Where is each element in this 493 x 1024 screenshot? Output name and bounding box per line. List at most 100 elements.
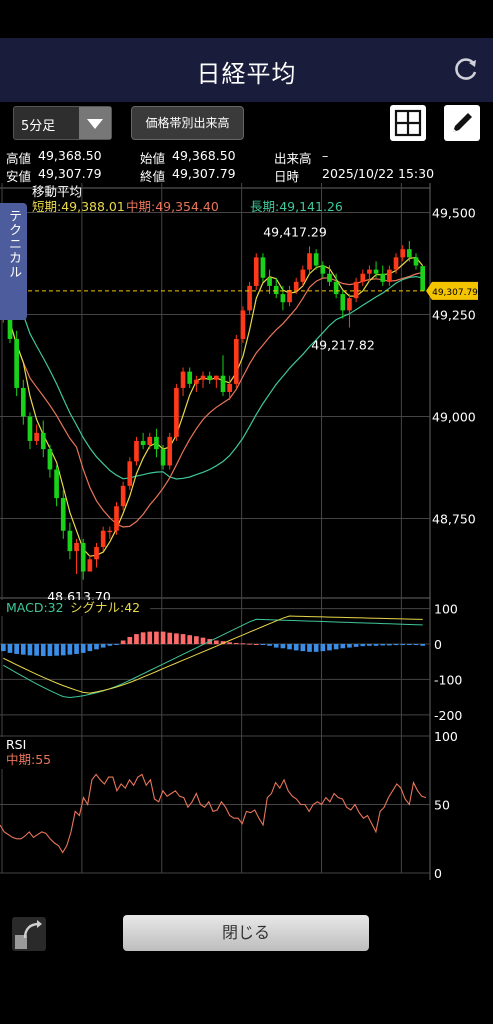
macd-tick-label: -200: [434, 708, 462, 723]
low-label: 安値: [6, 169, 32, 184]
candle-body: [353, 281, 359, 299]
candle-body: [260, 257, 266, 278]
candle-body: [140, 440, 146, 446]
candle-body: [413, 257, 419, 266]
interval-select[interactable]: 5分足: [13, 106, 112, 140]
candle-body: [400, 249, 406, 258]
candle-body: [333, 281, 339, 295]
candle-body: [40, 432, 46, 450]
candle-body: [14, 338, 19, 388]
macd-histogram-bar: [353, 644, 359, 647]
rsi-tick-label: 0: [434, 866, 442, 880]
candle-body: [300, 269, 306, 282]
high-annotation: 49,417.29: [263, 224, 327, 239]
long-ma-line: [2, 249, 423, 480]
macd-histogram-bar: [47, 644, 53, 657]
macd-tick-label: -100: [434, 672, 462, 687]
candle-body: [60, 498, 66, 531]
candle-body: [327, 273, 332, 282]
candle-body: [313, 253, 319, 266]
candle-body: [34, 432, 39, 441]
candle-body: [187, 371, 193, 384]
datetime-label: 日時: [274, 169, 300, 184]
close-value: 49,307.79: [172, 166, 236, 181]
technical-tab[interactable]: テクニカル: [0, 203, 27, 320]
open-value: 49,368.50: [172, 148, 236, 163]
rsi-legend-bg: [0, 737, 58, 769]
close-button[interactable]: 閉じる: [123, 915, 369, 951]
candle-body: [100, 530, 106, 548]
open-label: 始値: [140, 151, 166, 166]
macd-histogram-bar: [127, 636, 133, 645]
macd-histogram-bar: [7, 644, 13, 653]
candle-body: [94, 547, 99, 560]
price-tick-label: 48,750: [432, 511, 476, 526]
rsi-tick-label: 50: [434, 798, 450, 813]
macd-histogram-bar: [20, 644, 26, 655]
page-title: 日経平均: [196, 60, 297, 88]
ma-legend-title: 移動平均: [32, 184, 82, 199]
macd-histogram-bar: [340, 644, 346, 649]
volume-label: 出来高: [274, 151, 312, 166]
candle-body: [120, 485, 126, 507]
macd-histogram-bar: [247, 643, 252, 645]
candle-body: [367, 269, 372, 274]
price-band-volume-button[interactable]: 価格帯別出来高: [131, 106, 244, 140]
rsi-legend-mid: 中期:55: [6, 752, 51, 767]
candle-body: [160, 449, 166, 466]
price-tick-label: 49,250: [432, 307, 476, 322]
layout-grid-button[interactable]: [390, 105, 426, 141]
high-value: 49,368.50: [38, 148, 102, 163]
candle-body: [207, 375, 213, 380]
time-tick-label: 14:00: [303, 879, 339, 880]
candle-body: [220, 375, 226, 392]
macd-histogram-bar: [347, 644, 352, 648]
candle-body: [167, 436, 173, 466]
candle-body: [407, 249, 412, 258]
ma-legend-mid: 中期:49,354.40: [126, 199, 219, 214]
candle-body: [320, 265, 326, 274]
macd-histogram-bar: [420, 644, 426, 646]
ma-legend-long: 長期:49,141.26: [250, 199, 343, 214]
macd-histogram-bar: [307, 644, 312, 652]
draw-button[interactable]: [444, 105, 480, 141]
macd-histogram-bar: [327, 644, 332, 651]
macd-histogram-bar: [54, 644, 59, 656]
macd-legend-bg: [0, 600, 150, 616]
rotate-back-icon[interactable]: [11, 916, 47, 952]
refresh-icon[interactable]: [453, 56, 479, 82]
macd-histogram-bar: [240, 643, 246, 645]
price-chart[interactable]: 48,750 49,000 49,250 49,500 9:00 10:00 11:00 13…: [0, 183, 493, 880]
rsi-tick-label: 100: [434, 729, 458, 744]
current-price-tag: [426, 281, 478, 300]
current-price-label: 49,307.79: [432, 288, 478, 298]
grid-icon: [394, 109, 422, 137]
macd-histogram-bar: [380, 644, 386, 646]
macd-histogram-bar: [120, 640, 126, 645]
candle-body: [273, 285, 279, 295]
signal-line: [3, 615, 423, 694]
macd-histogram-bar: [27, 644, 33, 656]
macd-histogram-bar: [34, 644, 39, 656]
macd-histogram-bar: [80, 644, 86, 653]
candle-body: [213, 375, 219, 380]
rsi-legend-title: RSI: [6, 737, 26, 752]
candle-body: [127, 461, 133, 486]
volume-value: –: [322, 148, 329, 163]
time-tick-label: 10:00: [64, 879, 100, 880]
time-tick-label: 13:00: [224, 879, 260, 880]
candle-body: [307, 253, 312, 270]
mid-ma-line: [2, 271, 423, 528]
candle-body: [114, 506, 119, 531]
rsi-line: [0, 773, 427, 854]
macd-histogram-bar: [114, 644, 119, 646]
macd-histogram-bar: [154, 631, 159, 645]
datetime-value: 2025/10/22 15:30: [322, 166, 435, 181]
macd-line: [3, 618, 423, 699]
macd-histogram-bar: [100, 644, 106, 648]
macd-histogram-bar: [220, 641, 226, 645]
candle-body: [233, 338, 239, 384]
time-tick-label: 15:00: [383, 879, 419, 880]
candle-body: [280, 294, 286, 303]
macd-histogram-bar: [360, 644, 366, 647]
